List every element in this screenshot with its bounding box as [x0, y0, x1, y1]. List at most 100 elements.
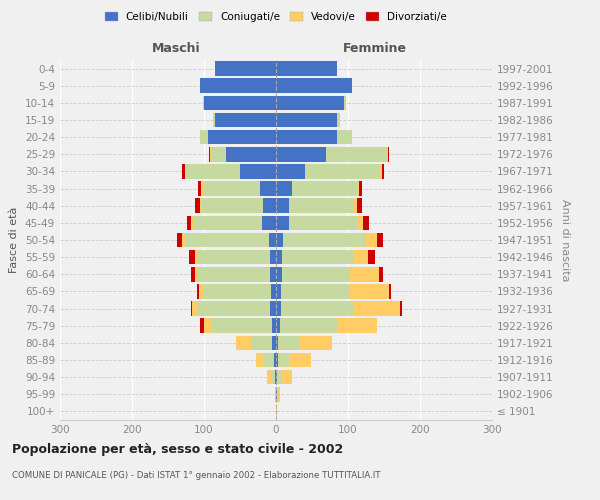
Bar	[363, 216, 369, 230]
Bar	[276, 404, 277, 418]
Bar	[337, 112, 340, 128]
Bar	[326, 147, 388, 162]
Bar	[270, 302, 276, 316]
Bar	[236, 336, 251, 350]
Bar	[289, 198, 354, 213]
Bar	[278, 352, 289, 368]
Bar	[344, 96, 346, 110]
Bar	[270, 267, 276, 281]
Bar	[276, 318, 280, 333]
Bar	[201, 182, 203, 196]
Bar	[199, 284, 203, 298]
Y-axis label: Fasce di età: Fasce di età	[10, 207, 19, 273]
Bar	[203, 96, 204, 110]
Bar	[197, 182, 201, 196]
Bar	[275, 387, 276, 402]
Bar	[215, 112, 276, 128]
Bar	[186, 164, 240, 178]
Bar	[193, 302, 198, 316]
Bar	[389, 284, 391, 298]
Bar	[276, 387, 277, 402]
Bar	[240, 164, 276, 178]
Text: COMUNE DI PANICALE (PG) - Dati ISTAT 1° gennaio 2002 - Elaborazione TUTTITALIA.I: COMUNE DI PANICALE (PG) - Dati ISTAT 1° …	[12, 471, 380, 480]
Text: Popolazione per età, sesso e stato civile - 2002: Popolazione per età, sesso e stato civil…	[12, 442, 343, 456]
Bar	[251, 336, 272, 350]
Bar	[277, 387, 280, 402]
Bar	[353, 302, 400, 316]
Bar	[281, 284, 349, 298]
Bar	[282, 267, 350, 281]
Bar	[377, 232, 383, 248]
Bar	[191, 302, 193, 316]
Bar	[276, 336, 278, 350]
Bar	[282, 250, 354, 264]
Bar	[198, 302, 270, 316]
Bar	[276, 182, 292, 196]
Bar	[211, 318, 272, 333]
Bar	[182, 232, 186, 248]
Bar	[337, 318, 377, 333]
Bar	[350, 267, 379, 281]
Bar	[379, 267, 383, 281]
Bar	[276, 302, 281, 316]
Bar	[380, 164, 382, 178]
Bar	[276, 284, 281, 298]
Bar	[200, 130, 208, 144]
Bar	[200, 198, 202, 213]
Bar	[204, 96, 276, 110]
Bar	[276, 96, 344, 110]
Bar	[276, 164, 305, 178]
Bar	[185, 164, 186, 178]
Bar	[276, 232, 283, 248]
Bar	[275, 370, 276, 384]
Bar	[276, 267, 282, 281]
Bar	[193, 216, 262, 230]
Bar	[289, 352, 311, 368]
Bar	[358, 216, 363, 230]
Text: Maschi: Maschi	[152, 42, 201, 55]
Bar	[276, 112, 337, 128]
Bar	[281, 370, 292, 384]
Bar	[263, 198, 276, 213]
Bar	[276, 78, 352, 93]
Bar	[278, 336, 300, 350]
Bar	[200, 78, 276, 93]
Bar	[200, 318, 204, 333]
Bar	[203, 284, 271, 298]
Bar	[276, 250, 282, 264]
Bar	[354, 198, 358, 213]
Bar	[204, 318, 211, 333]
Bar	[337, 130, 352, 144]
Bar	[191, 267, 194, 281]
Bar	[354, 250, 368, 264]
Bar	[305, 164, 380, 178]
Bar	[176, 232, 182, 248]
Bar	[269, 232, 276, 248]
Bar	[274, 352, 276, 368]
Bar	[366, 232, 377, 248]
Bar	[260, 182, 276, 196]
Bar	[277, 370, 281, 384]
Bar	[191, 216, 193, 230]
Bar	[202, 198, 263, 213]
Bar	[272, 336, 276, 350]
Bar	[276, 62, 337, 76]
Bar	[276, 370, 277, 384]
Bar	[281, 302, 353, 316]
Bar	[194, 267, 198, 281]
Bar	[270, 250, 276, 264]
Bar	[208, 130, 276, 144]
Bar	[194, 198, 200, 213]
Bar	[276, 147, 326, 162]
Bar	[182, 164, 185, 178]
Bar	[388, 147, 389, 162]
Bar	[186, 232, 269, 248]
Bar	[189, 250, 194, 264]
Bar	[211, 147, 226, 162]
Bar	[276, 130, 337, 144]
Bar	[203, 182, 260, 196]
Bar	[276, 216, 289, 230]
Bar	[292, 182, 356, 196]
Bar	[283, 232, 366, 248]
Bar	[214, 112, 215, 128]
